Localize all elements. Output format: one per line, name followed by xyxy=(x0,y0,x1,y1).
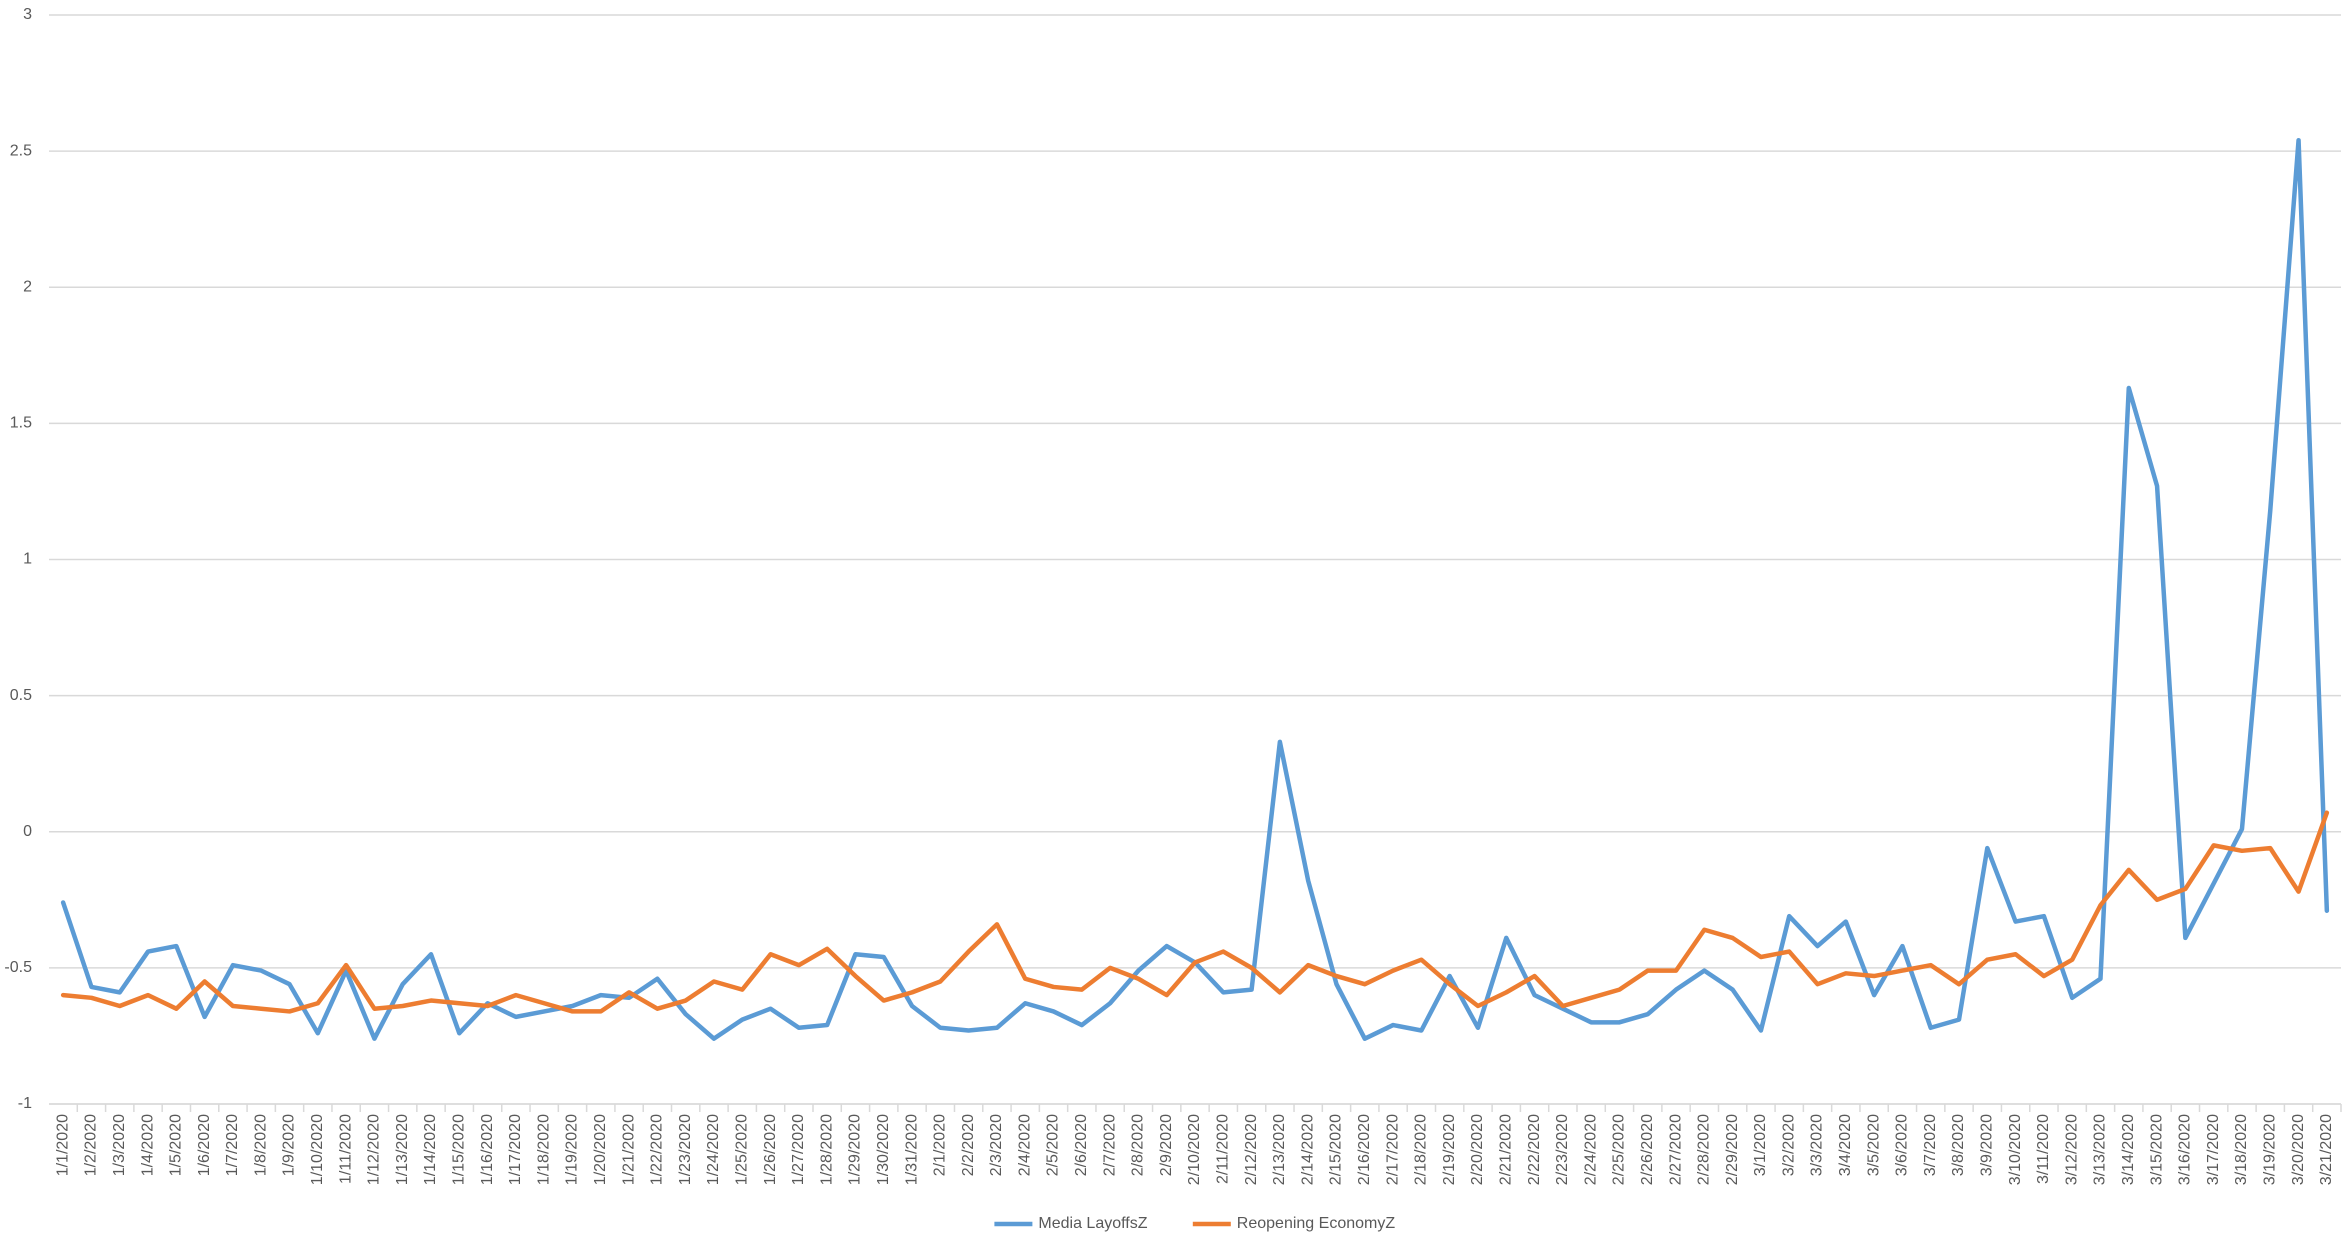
x-tick-label: 3/8/2020 xyxy=(1950,1114,1967,1176)
x-tick-label: 1/13/2020 xyxy=(394,1114,411,1185)
y-tick-label: -0.5 xyxy=(4,959,32,976)
x-tick-label: 1/4/2020 xyxy=(139,1114,156,1176)
x-tick-label: 1/3/2020 xyxy=(111,1114,128,1176)
x-tick-label: 3/4/2020 xyxy=(1837,1114,1854,1176)
legend-label: Reopening EconomyZ xyxy=(1237,1215,1396,1232)
x-tick-label: 3/19/2020 xyxy=(2261,1114,2278,1185)
x-tick-label: 1/27/2020 xyxy=(790,1114,807,1185)
y-tick-label: 1 xyxy=(23,551,32,568)
x-tick-label: 1/7/2020 xyxy=(224,1114,241,1176)
series-line xyxy=(60,810,2330,1014)
x-tick-label: 2/23/2020 xyxy=(1554,1114,1571,1185)
legend-label: Media LayoffsZ xyxy=(1038,1215,1147,1232)
x-tick-label: 1/9/2020 xyxy=(281,1114,298,1176)
x-tick-label: 1/12/2020 xyxy=(366,1114,383,1185)
x-tick-label: 2/7/2020 xyxy=(1101,1114,1118,1176)
x-tick-label: 2/5/2020 xyxy=(1045,1114,1062,1176)
x-tick-label: 2/21/2020 xyxy=(1497,1114,1514,1185)
x-tick-label: 1/26/2020 xyxy=(762,1114,779,1185)
y-tick-label: 2.5 xyxy=(10,142,32,159)
x-tick-label: 1/23/2020 xyxy=(677,1114,694,1185)
x-tick-label: 1/5/2020 xyxy=(168,1114,185,1176)
y-tick-label: 2 xyxy=(23,278,32,295)
x-tick-label: 1/15/2020 xyxy=(451,1114,468,1185)
y-tick-label: -1 xyxy=(18,1095,32,1112)
x-tick-label: 2/25/2020 xyxy=(1611,1114,1628,1185)
x-tick-label: 3/10/2020 xyxy=(2007,1114,2024,1185)
x-tick-label: 3/9/2020 xyxy=(1979,1114,1996,1176)
y-tick-label: 3 xyxy=(23,6,32,23)
x-tick-label: 2/24/2020 xyxy=(1582,1114,1599,1185)
y-tick-label: 1.5 xyxy=(10,415,32,432)
x-tick-label: 3/18/2020 xyxy=(2233,1114,2250,1185)
x-tick-label: 2/10/2020 xyxy=(1186,1114,1203,1185)
x-tick-label: 2/28/2020 xyxy=(1696,1114,1713,1185)
x-tick-label: 2/22/2020 xyxy=(1526,1114,1543,1185)
x-tick-label: 1/6/2020 xyxy=(196,1114,213,1176)
x-tick-label: 1/25/2020 xyxy=(733,1114,750,1185)
x-tick-label: 2/3/2020 xyxy=(988,1114,1005,1176)
series-line xyxy=(60,137,2330,1041)
x-tick-label: 1/14/2020 xyxy=(422,1114,439,1185)
x-tick-label: 3/21/2020 xyxy=(2318,1114,2335,1185)
x-tick-label: 3/6/2020 xyxy=(1894,1114,1911,1176)
x-tick-label: 1/22/2020 xyxy=(649,1114,666,1185)
x-tick-label: 1/29/2020 xyxy=(847,1114,864,1185)
x-tick-label: 1/10/2020 xyxy=(309,1114,326,1185)
x-tick-label: 2/13/2020 xyxy=(1271,1114,1288,1185)
x-tick-label: 2/6/2020 xyxy=(1073,1114,1090,1176)
x-tick-label: 3/7/2020 xyxy=(1922,1114,1939,1176)
x-tick-label: 2/2/2020 xyxy=(960,1114,977,1176)
x-tick-label: 2/27/2020 xyxy=(1667,1114,1684,1185)
x-tick-label: 3/17/2020 xyxy=(2205,1114,2222,1185)
x-tick-label: 1/8/2020 xyxy=(252,1114,269,1176)
x-tick-label: 3/2/2020 xyxy=(1780,1114,1797,1176)
x-tick-label: 1/16/2020 xyxy=(479,1114,496,1185)
x-tick-label: 1/21/2020 xyxy=(620,1114,637,1185)
x-tick-label: 2/14/2020 xyxy=(1299,1114,1316,1185)
x-tick-label: 3/13/2020 xyxy=(2092,1114,2109,1185)
x-tick-label: 1/20/2020 xyxy=(592,1114,609,1185)
x-tick-label: 1/17/2020 xyxy=(507,1114,524,1185)
x-tick-label: 2/17/2020 xyxy=(1384,1114,1401,1185)
x-tick-label: 3/3/2020 xyxy=(1809,1114,1826,1176)
x-tick-label: 2/16/2020 xyxy=(1356,1114,1373,1185)
x-tick-label: 1/28/2020 xyxy=(818,1114,835,1185)
x-tick-label: 2/26/2020 xyxy=(1639,1114,1656,1185)
x-tick-label: 2/12/2020 xyxy=(1243,1114,1260,1185)
x-tick-label: 2/19/2020 xyxy=(1441,1114,1458,1185)
x-tick-label: 2/11/2020 xyxy=(1215,1114,1232,1184)
x-tick-label: 3/16/2020 xyxy=(2177,1114,2194,1185)
x-tick-label: 3/20/2020 xyxy=(2290,1114,2307,1185)
x-tick-label: 1/30/2020 xyxy=(875,1114,892,1185)
x-tick-label: 1/18/2020 xyxy=(535,1114,552,1185)
y-tick-label: 0 xyxy=(23,823,32,840)
x-tick-label: 2/8/2020 xyxy=(1130,1114,1147,1176)
x-tick-label: 3/1/2020 xyxy=(1752,1114,1769,1176)
x-tick-label: 2/18/2020 xyxy=(1413,1114,1430,1185)
x-tick-label: 2/20/2020 xyxy=(1469,1114,1486,1185)
x-tick-label: 1/11/2020 xyxy=(337,1114,354,1184)
x-tick-label: 1/31/2020 xyxy=(903,1114,920,1185)
x-tick-label: 3/14/2020 xyxy=(2120,1114,2137,1185)
x-tick-label: 3/5/2020 xyxy=(1865,1114,1882,1176)
x-tick-label: 3/11/2020 xyxy=(2035,1114,2052,1184)
x-tick-label: 3/15/2020 xyxy=(2148,1114,2165,1185)
y-tick-label: 0.5 xyxy=(10,687,32,704)
x-tick-label: 3/12/2020 xyxy=(2063,1114,2080,1185)
x-tick-label: 2/15/2020 xyxy=(1328,1114,1345,1185)
x-tick-label: 1/24/2020 xyxy=(705,1114,722,1185)
x-tick-label: 1/19/2020 xyxy=(564,1114,581,1185)
x-tick-label: 1/1/2020 xyxy=(54,1114,71,1176)
x-tick-label: 1/2/2020 xyxy=(83,1114,100,1176)
x-tick-label: 2/9/2020 xyxy=(1158,1114,1175,1176)
x-tick-label: 2/1/2020 xyxy=(932,1114,949,1176)
x-tick-label: 2/29/2020 xyxy=(1724,1114,1741,1185)
x-tick-label: 2/4/2020 xyxy=(1016,1114,1033,1176)
